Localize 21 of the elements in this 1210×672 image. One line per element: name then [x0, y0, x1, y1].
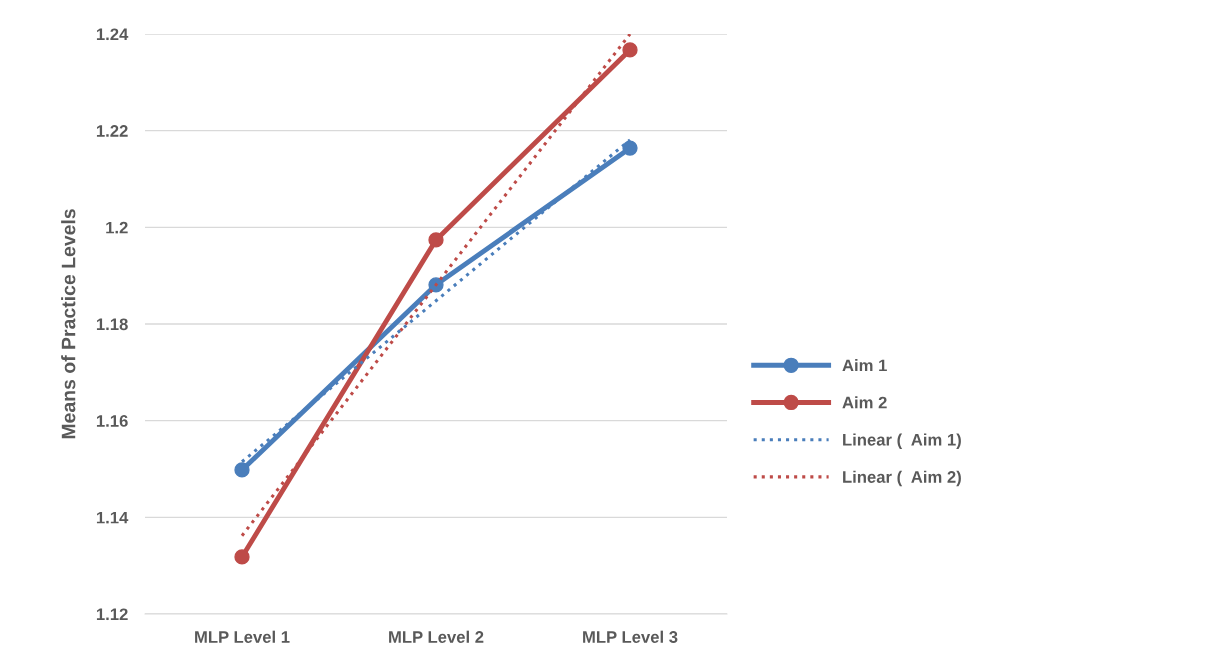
legend-label: Aim 1	[842, 359, 887, 372]
point	[428, 277, 444, 293]
point	[622, 140, 638, 156]
point	[234, 462, 250, 478]
y-tick-label: 1.16	[96, 415, 128, 427]
legend-label: Linear ( Aim 2)	[843, 470, 961, 487]
y-tick-label: 1.22	[96, 125, 128, 137]
x-tick-label: MLP Level 3	[583, 630, 678, 643]
point	[428, 232, 444, 248]
y-tick-label: 1.2	[106, 221, 128, 234]
y-tick-label: 1.18	[96, 318, 128, 331]
legend-label: Aim 2	[842, 396, 887, 409]
point	[622, 42, 638, 58]
y-tick-label: 1.14	[96, 511, 129, 524]
x-tick-label: MLP Level 2	[389, 630, 484, 643]
legend-label: Linear ( Aim 1)	[843, 433, 961, 449]
y-tick-label: 1.24	[96, 28, 129, 41]
y-tick-label: 1.12	[96, 608, 128, 621]
point	[234, 549, 250, 565]
y-axis-title: Means of Practice Levels	[61, 209, 76, 439]
x-tick-label: MLP Level 1	[195, 630, 290, 643]
